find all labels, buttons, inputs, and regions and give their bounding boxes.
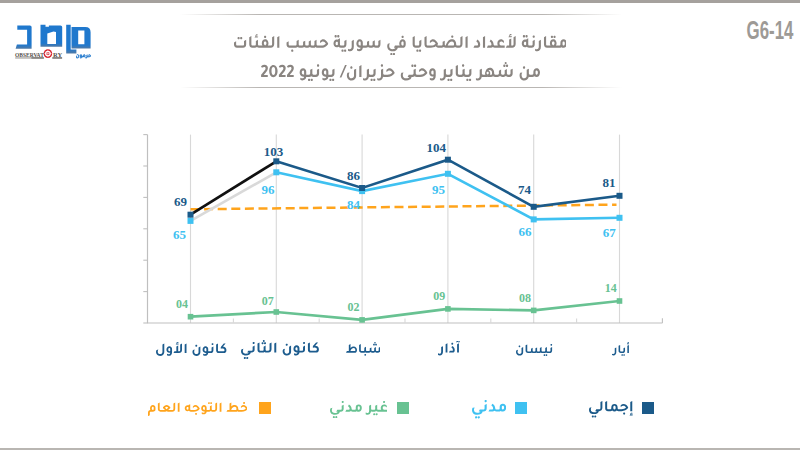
svg-text:OBSERVAT: OBSERVAT <box>15 51 44 58</box>
svg-text:RY: RY <box>53 51 63 58</box>
